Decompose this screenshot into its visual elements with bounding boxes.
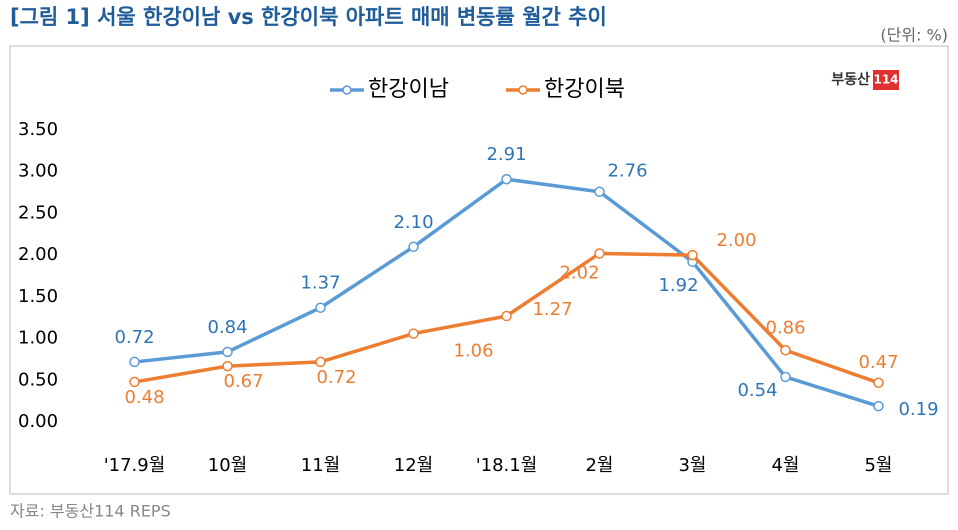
data-point <box>129 376 140 388</box>
data-label: 0.19 <box>898 399 938 420</box>
y-tick-label: 1.00 <box>18 328 58 349</box>
data-point <box>873 400 884 412</box>
logo-badge <box>873 70 899 90</box>
data-point <box>594 248 605 259</box>
y-tick-label: 3.00 <box>18 161 58 182</box>
data-point <box>222 346 233 358</box>
data-label: 2.00 <box>716 230 756 251</box>
x-tick-label: 4월 <box>771 455 799 476</box>
data-label: 0.72 <box>114 327 154 348</box>
x-tick-label: '17.9월 <box>104 455 166 476</box>
data-label: 0.47 <box>858 352 898 373</box>
logo-text: 부동산 <box>831 71 870 88</box>
x-tick-label: 5월 <box>864 455 892 476</box>
data-label: 0.86 <box>765 317 805 338</box>
chart-frame <box>9 45 949 495</box>
legend-marker <box>342 85 352 95</box>
data-point <box>687 249 698 261</box>
legend-marker <box>518 85 528 95</box>
data-label: 0.67 <box>223 371 263 392</box>
data-point <box>594 186 605 197</box>
data-label: 0.72 <box>316 367 356 388</box>
data-label: 0.48 <box>124 387 164 408</box>
data-point <box>501 173 512 185</box>
data-point <box>780 345 791 356</box>
chart-title: [그림 1] 서울 한강이남 vs 한강이북 아파트 매매 변동률 월간 추이 <box>10 5 607 29</box>
data-point <box>408 241 419 253</box>
legend-label: 한강이남 <box>368 77 449 102</box>
y-tick-label: 0.00 <box>18 411 58 432</box>
y-tick-label: 1.50 <box>18 286 58 307</box>
data-label: 0.54 <box>737 380 777 401</box>
x-tick-label: 11월 <box>301 455 340 476</box>
x-tick-label: 3월 <box>678 455 706 476</box>
data-label: 1.92 <box>658 275 698 296</box>
data-label: 1.37 <box>300 273 340 294</box>
x-tick-label: '18.1월 <box>476 455 538 476</box>
data-point <box>408 328 419 339</box>
x-tick-label: 12월 <box>394 455 433 476</box>
y-tick-label: 2.50 <box>18 202 58 223</box>
data-label: 2.10 <box>393 212 433 233</box>
data-point <box>315 356 326 368</box>
data-point <box>222 360 233 372</box>
data-label: 1.27 <box>532 299 572 320</box>
y-tick-label: 0.50 <box>18 369 58 390</box>
x-tick-label: 2월 <box>585 455 613 476</box>
data-point <box>129 356 140 368</box>
data-label: 0.84 <box>207 317 247 338</box>
legend-label: 한강이북 <box>544 77 625 102</box>
logo-badge-text: 114 <box>873 73 898 87</box>
data-point <box>315 302 326 313</box>
data-label: 1.06 <box>453 341 493 362</box>
unit-label: (단위: %) <box>880 26 948 45</box>
data-point <box>501 310 512 322</box>
y-tick-label: 2.00 <box>18 244 58 265</box>
source: 자료: 부동산114 REPS <box>10 502 171 521</box>
data-label: 2.76 <box>607 161 647 182</box>
data-point <box>873 377 884 389</box>
data-point <box>780 371 791 383</box>
data-label: 2.91 <box>486 144 526 165</box>
x-tick-label: 10월 <box>208 455 247 476</box>
y-tick-label: 3.50 <box>18 119 58 140</box>
data-label: 2.02 <box>559 262 599 283</box>
